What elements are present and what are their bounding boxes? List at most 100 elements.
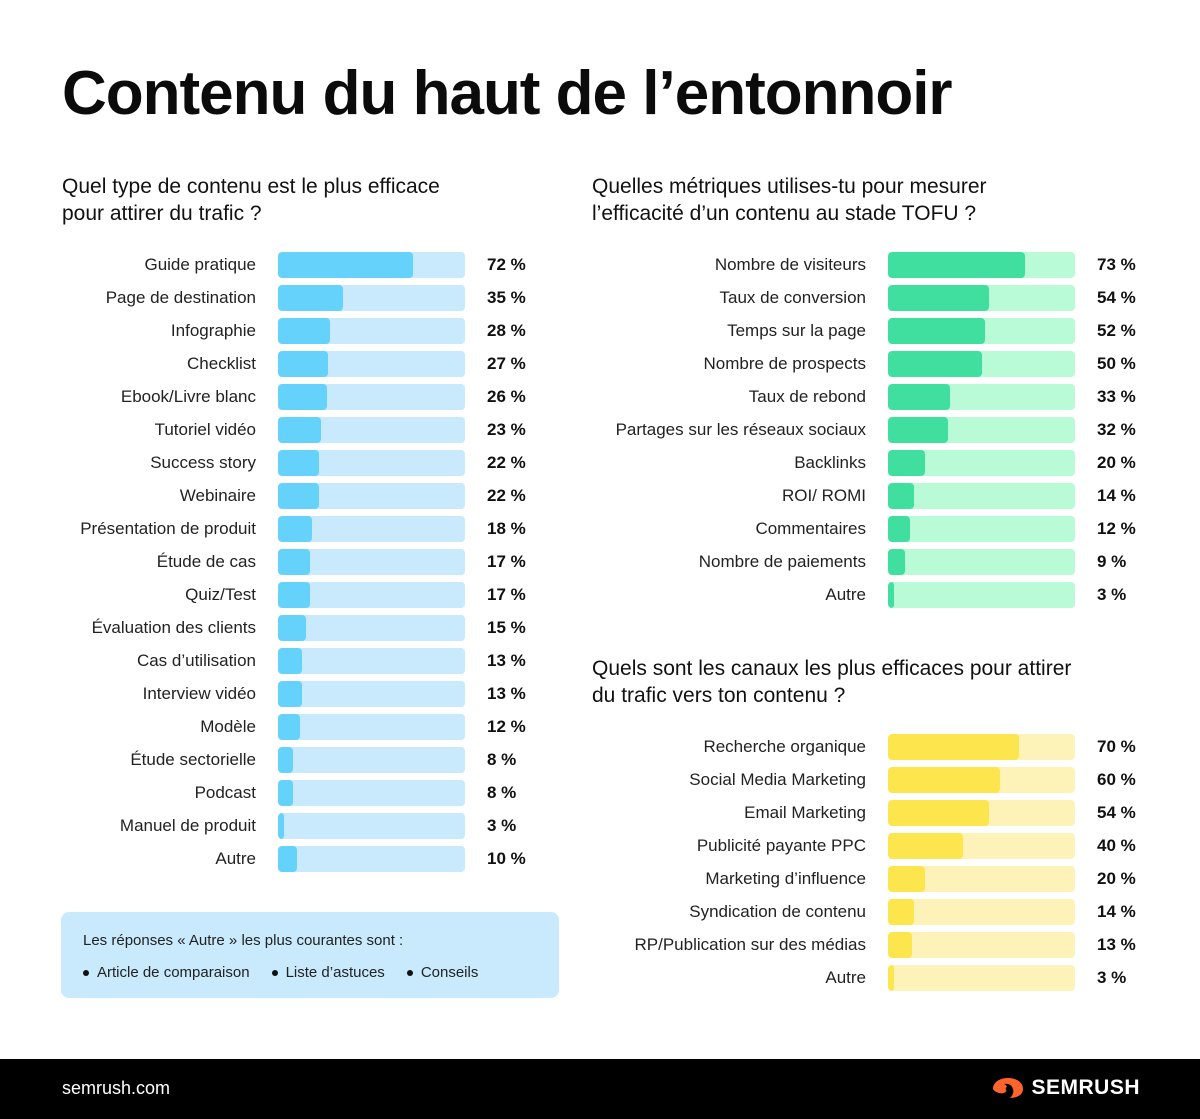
chart-1-title-line-1: Quel type de contenu est le plus efficac…: [62, 175, 440, 198]
bullet-icon: [271, 969, 278, 976]
bar-row: Backlinks 20 %: [0, 450, 1200, 476]
note-title: Les réponses « Autre » les plus courante…: [83, 932, 404, 949]
bar: [888, 384, 950, 410]
bar-row: Nombre de prospects 50 %: [0, 351, 1200, 377]
bar-track: [888, 351, 1075, 377]
category-label: Autre: [825, 585, 866, 604]
bar-row: Marketing d’influence 20 %: [0, 866, 1200, 892]
value-label: 17 %: [487, 552, 526, 571]
category-label: Syndication de contenu: [689, 902, 866, 921]
semrush-flame-icon: [993, 1078, 1024, 1098]
bar-row: Partages sur les réseaux sociaux 32 %: [0, 417, 1200, 443]
site-link[interactable]: semrush.com: [62, 1078, 171, 1098]
bar-track: [888, 899, 1075, 925]
chart-3-title-line-2: du trafic vers ton contenu ?: [592, 684, 846, 707]
bar: [278, 648, 302, 674]
bar: [278, 681, 302, 707]
category-label: RP/Publication sur des médias: [634, 935, 866, 954]
bar-row: Temps sur la page 52 %: [0, 318, 1200, 344]
value-label: 50 %: [1097, 354, 1136, 373]
value-label: 73 %: [1097, 255, 1136, 274]
category-label: Podcast: [194, 783, 256, 802]
value-label: 20 %: [1097, 869, 1136, 888]
bar-track: [278, 318, 465, 344]
value-label: 8 %: [487, 783, 517, 802]
value-label: 14 %: [1097, 486, 1136, 505]
category-label: Nombre de prospects: [703, 354, 866, 373]
value-label: 52 %: [1097, 321, 1136, 340]
chart-2-title-line-1: Quelles métriques utilises-tu pour mesur…: [592, 175, 987, 198]
bar-track: [278, 285, 465, 311]
bar: [278, 483, 319, 509]
bar-row: Présentation de produit 18 %: [0, 516, 560, 542]
value-label: 3 %: [1097, 585, 1127, 604]
value-label: 3 %: [1097, 968, 1127, 987]
bar-track: [888, 582, 1075, 608]
value-label: 40 %: [1097, 836, 1136, 855]
bar-row: Commentaires 12 %: [0, 516, 1200, 542]
bar-row: Cas d’utilisation 13 %: [0, 648, 560, 674]
metrics-chart: Nombre de visiteurs 73 % Taux de conversio…: [0, 252, 1200, 632]
value-label: 22 %: [487, 486, 526, 505]
category-label: Autre: [825, 968, 866, 987]
bar-track: [888, 734, 1075, 760]
note-item-label: Conseils: [420, 964, 479, 981]
category-label: Nombre de visiteurs: [714, 255, 866, 274]
bar-row: Success story 22 %: [0, 450, 560, 476]
bar-row: ROI/ ROMI 14 %: [0, 483, 1200, 509]
bar: [278, 846, 297, 872]
bar: [888, 800, 989, 826]
value-label: 18 %: [487, 519, 526, 538]
bar: [278, 417, 321, 443]
bar: [888, 318, 985, 344]
bar-track: [888, 450, 1075, 476]
bar: [888, 866, 925, 892]
bar-track: [888, 516, 1075, 542]
bar-track: [888, 318, 1075, 344]
bar-row: Infographie 28 %: [0, 318, 560, 344]
bar-track: [888, 384, 1075, 410]
bar-track: [278, 648, 465, 674]
value-label: 14 %: [1097, 902, 1136, 921]
value-label: 26 %: [487, 387, 526, 406]
category-label: Success story: [150, 453, 256, 472]
value-label: 12 %: [487, 717, 526, 736]
value-label: 9 %: [1097, 552, 1127, 571]
value-label: 54 %: [1097, 288, 1136, 307]
bar-row: Podcast 8 %: [0, 780, 560, 806]
bar: [888, 417, 948, 443]
bar-track: [888, 483, 1075, 509]
bar-track: [278, 483, 465, 509]
bar-row: Manuel de produit 3 %: [0, 813, 560, 839]
bar: [278, 747, 293, 773]
note-list: Article de comparaison Liste d’astuces C…: [83, 964, 478, 981]
bar: [278, 813, 284, 839]
bar-row: Interview vidéo 13 %: [0, 681, 560, 707]
bar-row: Recherche organique 70 %: [0, 734, 1200, 760]
value-label: 32 %: [1097, 420, 1136, 439]
note-item: Liste d’astuces: [271, 964, 385, 981]
category-label: Backlinks: [794, 453, 866, 472]
bar-row: RP/Publication sur des médias 13 %: [0, 932, 1200, 958]
value-label: 13 %: [487, 684, 526, 703]
channels-chart: Recherche organique 70 % Social Media Mark…: [0, 734, 1200, 1014]
other-answers-note: Les réponses « Autre » les plus courante…: [61, 912, 559, 998]
bar-row: Taux de rebond 33 %: [0, 384, 1200, 410]
bar-row: Guide pratique 72 %: [0, 252, 560, 278]
chart-1-title: Quel type de contenu est le plus efficac…: [62, 173, 440, 227]
category-label: Présentation de produit: [80, 519, 256, 538]
bar-row: Tutoriel vidéo 23 %: [0, 417, 560, 443]
value-label: 8 %: [487, 750, 517, 769]
value-label: 60 %: [1097, 770, 1136, 789]
bar: [278, 516, 312, 542]
bar-row: Ebook/Livre blanc 26 %: [0, 384, 560, 410]
category-label: Nombre de paiements: [698, 552, 866, 571]
value-label: 35 %: [487, 288, 526, 307]
category-label: Checklist: [187, 354, 256, 373]
note-item-label: Liste d’astuces: [285, 964, 385, 981]
bar-row: Checklist 27 %: [0, 351, 560, 377]
category-label: Email Marketing: [744, 803, 866, 822]
category-label: Autre: [215, 849, 256, 868]
bar-row: Étude sectorielle 8 %: [0, 747, 560, 773]
value-label: 22 %: [487, 453, 526, 472]
